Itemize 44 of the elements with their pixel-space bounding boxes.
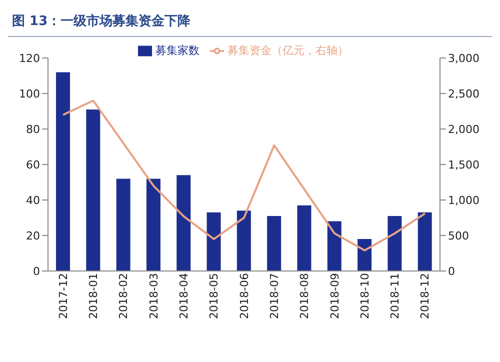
y-tick-label: 40	[26, 194, 40, 207]
y-tick-label: 20	[26, 229, 40, 242]
line-series	[62, 100, 426, 252]
y2-tick-label: 0	[448, 264, 455, 278]
bar	[176, 175, 191, 271]
legend-label: 募集资金（亿元，右轴）	[228, 44, 348, 57]
bar	[116, 178, 130, 271]
y2-tick-label: 1,000	[448, 194, 480, 207]
y2-tick-label: 500	[448, 229, 469, 242]
bar	[267, 216, 282, 271]
legend-label: 募集家数	[156, 44, 200, 57]
x-tick-label: 2018-02	[117, 273, 130, 319]
x-tick-label: 2018-12	[418, 273, 432, 319]
bar	[146, 178, 160, 271]
y-tick-label: 100	[19, 87, 40, 100]
x-tick-label: 2018-10	[358, 273, 372, 319]
y-tick-label: 0	[33, 264, 40, 278]
chart-title: 图 13：一级市场募集资金下降	[8, 8, 492, 37]
x-tick-label: 2018-03	[147, 273, 160, 319]
bar	[56, 72, 70, 271]
x-tick-label: 2018-01	[87, 273, 100, 319]
x-tick-label: 2018-06	[238, 273, 251, 319]
bar	[297, 205, 312, 271]
bar	[388, 216, 402, 271]
bar	[418, 212, 432, 271]
bar	[206, 212, 221, 271]
x-tick-label: 2018-04	[178, 273, 190, 319]
y2-tick-label: 3,000	[448, 52, 480, 65]
x-tick-label: 2018-09	[328, 273, 342, 319]
bar	[86, 109, 100, 271]
y2-tick-label: 1,500	[448, 158, 480, 172]
x-tick-label: 2018-05	[208, 273, 221, 319]
y-tick-label: 80	[26, 122, 40, 136]
y-tick-label: 60	[26, 158, 40, 172]
x-tick-label: 2018-11	[388, 273, 402, 319]
y2-tick-label: 2,500	[448, 87, 480, 100]
bar	[236, 210, 251, 271]
y-tick-label: 120	[19, 52, 40, 65]
x-tick-label: 2018-07	[268, 273, 281, 319]
bar	[327, 221, 342, 271]
x-tick-label: 2017-12	[56, 273, 70, 319]
y2-tick-label: 2,000	[448, 122, 480, 136]
bar	[358, 239, 372, 271]
x-tick-label: 2018-08	[298, 273, 312, 319]
